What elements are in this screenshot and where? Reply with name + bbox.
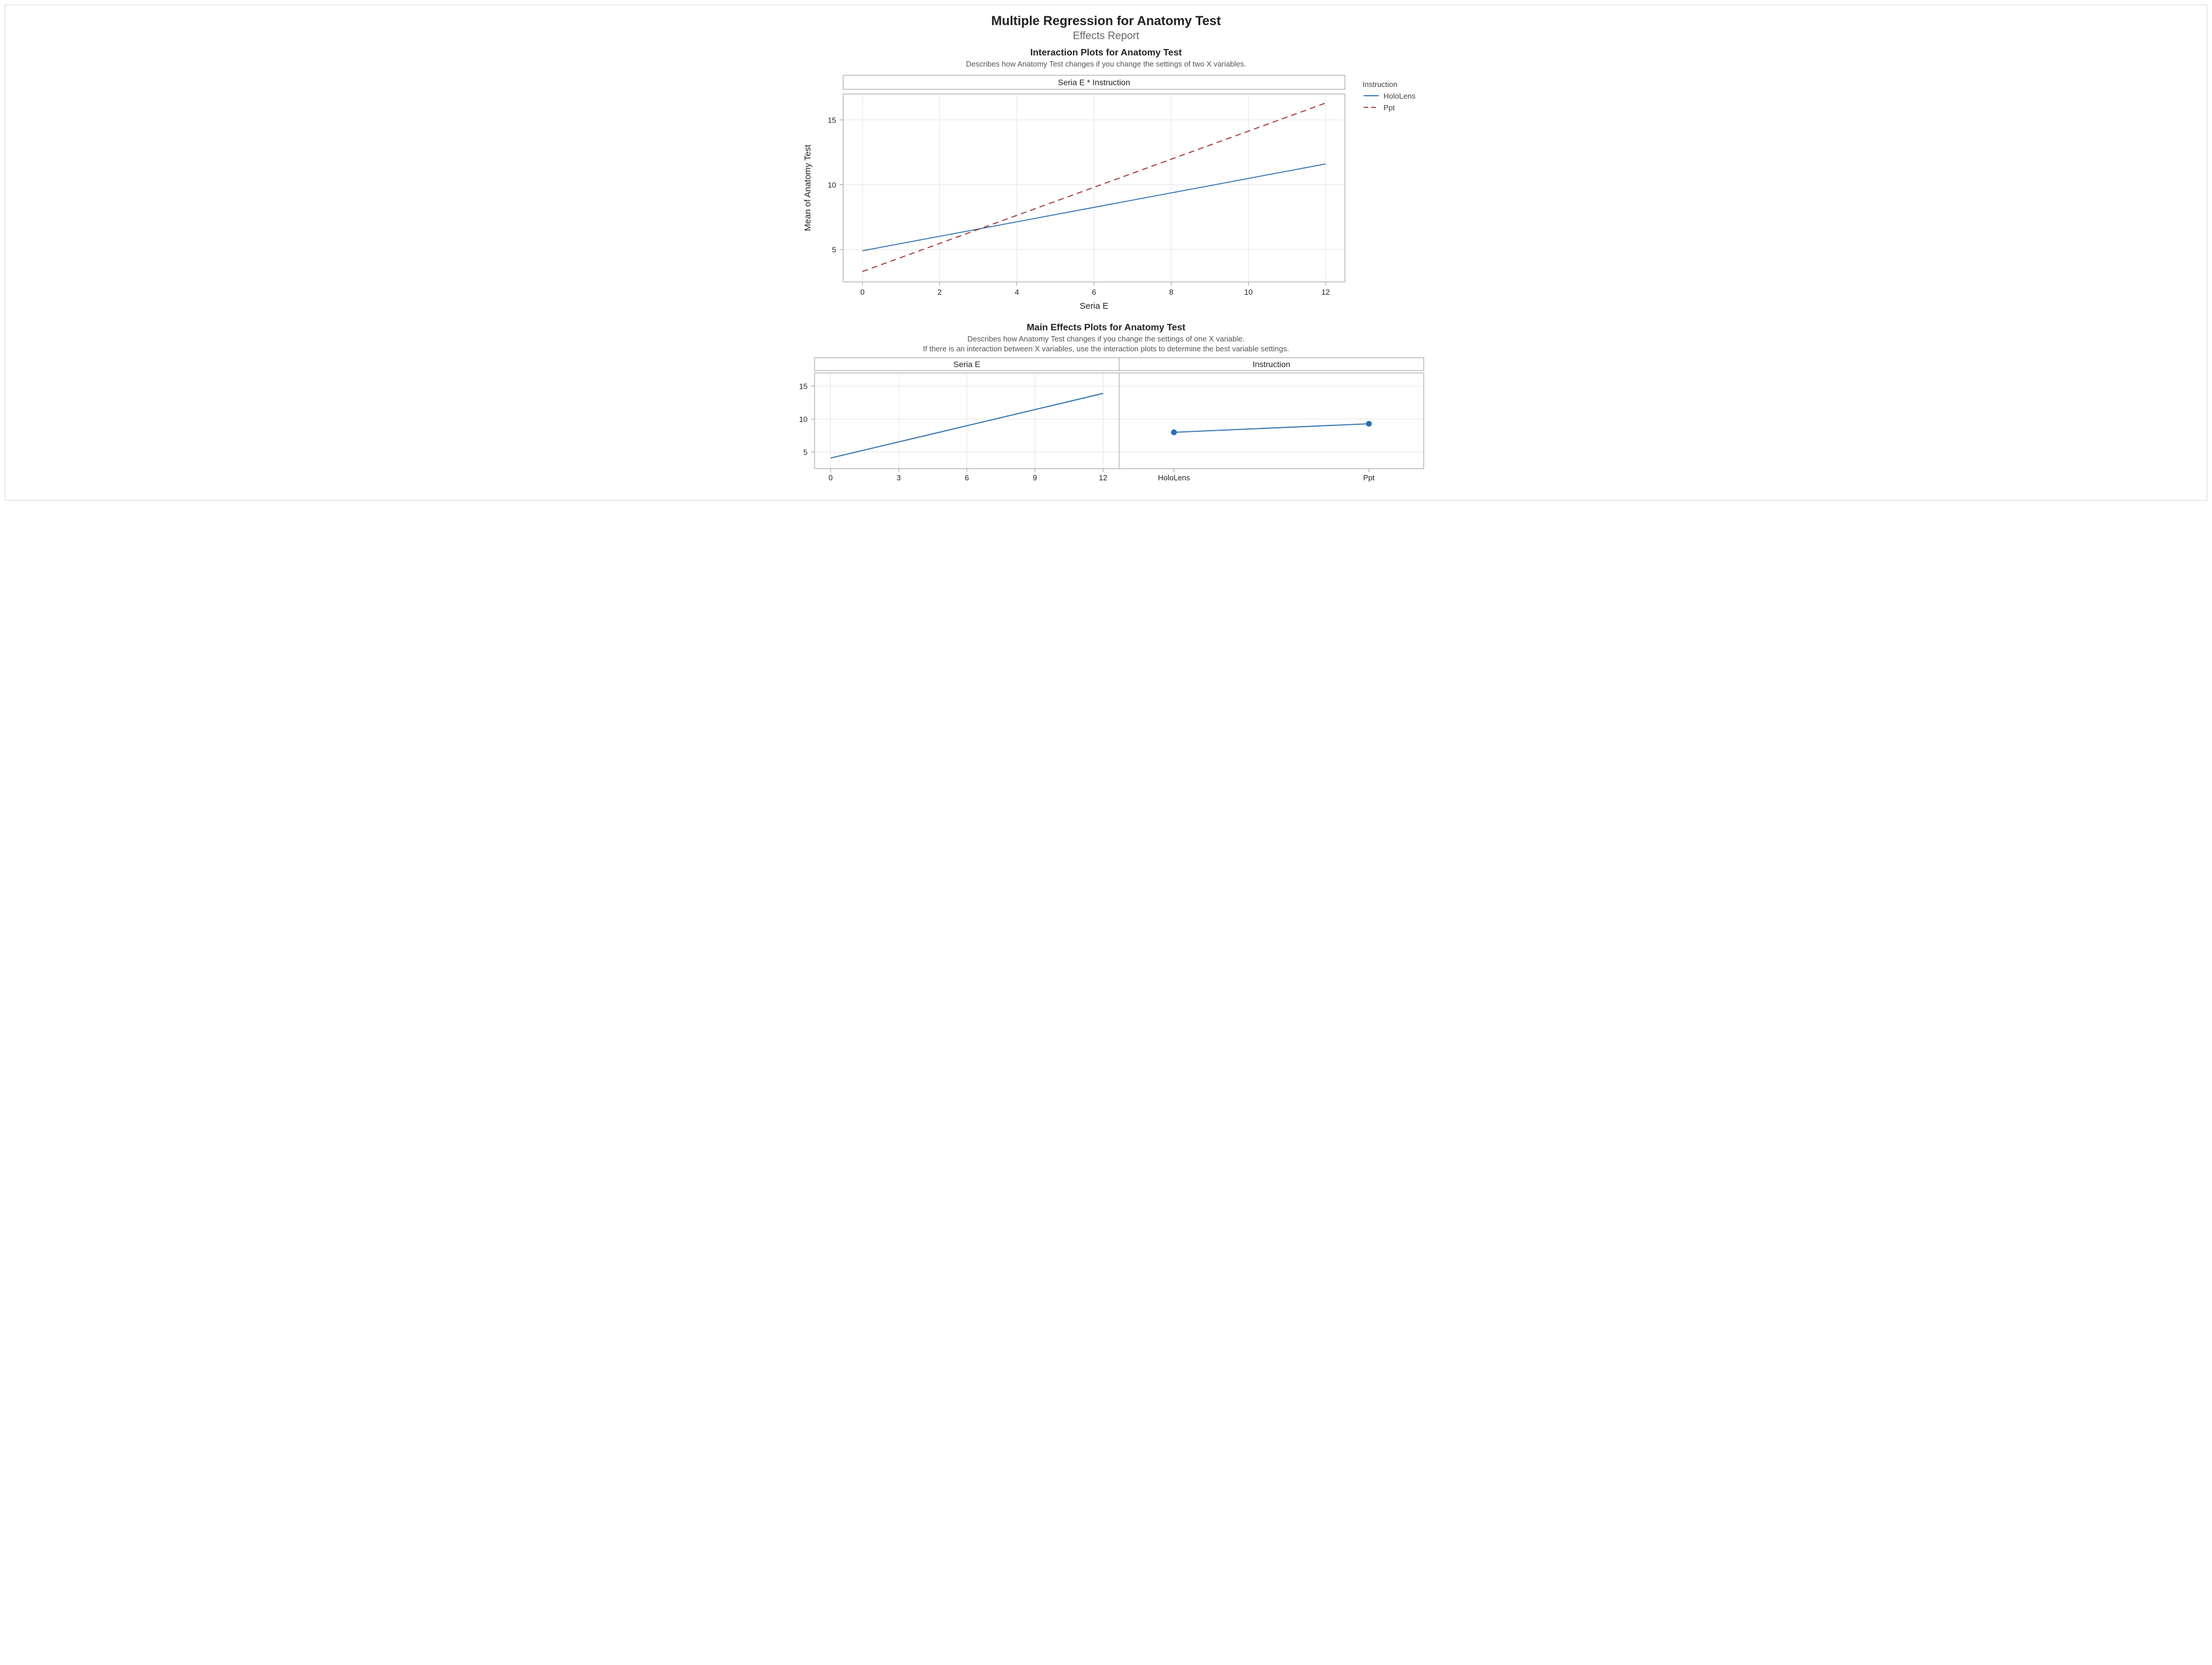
legend-item-ppt: Ppt — [1362, 102, 1416, 113]
interaction-plot: Seria E * Instruction 0 2 4 6 8 10 12 5 10 15 Seria… — [796, 69, 1357, 315]
svg-text:HoloLens: HoloLens — [1158, 473, 1190, 482]
maineffects-section-desc2: If there is an interaction between X var… — [12, 344, 2200, 353]
svg-text:0: 0 — [828, 473, 832, 482]
svg-text:10: 10 — [799, 415, 807, 424]
main-title: Multiple Regression for Anatomy Test — [12, 13, 2200, 29]
legend-label: Ppt — [1383, 103, 1395, 112]
svg-text:4: 4 — [1015, 288, 1019, 296]
svg-text:2: 2 — [938, 288, 942, 296]
svg-text:12: 12 — [1099, 473, 1107, 482]
svg-text:12: 12 — [1322, 288, 1330, 296]
svg-text:15: 15 — [828, 116, 836, 124]
svg-text:10: 10 — [828, 180, 836, 189]
interaction-section-title: Interaction Plots for Anatomy Test — [12, 48, 2200, 58]
svg-text:5: 5 — [803, 448, 807, 457]
maineffects-section-desc1: Describes how Anatomy Test changes if yo… — [12, 334, 2200, 343]
legend-title: Instruction — [1362, 80, 1416, 89]
svg-text:Ppt: Ppt — [1363, 473, 1375, 482]
svg-text:15: 15 — [799, 382, 807, 391]
interaction-section-desc: Describes how Anatomy Test changes if yo… — [12, 60, 2200, 68]
svg-text:6: 6 — [1092, 288, 1096, 296]
interaction-legend: Instruction HoloLens Ppt — [1357, 69, 1416, 113]
svg-text:10: 10 — [1244, 288, 1252, 296]
legend-item-hololens: HoloLens — [1362, 90, 1416, 102]
interaction-y-label: Mean of Anatomy Test — [803, 144, 813, 231]
maineffects-panel-label-1: Instruction — [1252, 359, 1290, 369]
svg-text:0: 0 — [860, 288, 864, 296]
maineffects-panels-row: 5 10 15 Seria E 0 3 6 9 12 Instruction HoloLens Ppt — [12, 354, 2200, 488]
legend-label: HoloLens — [1383, 92, 1416, 100]
svg-text:9: 9 — [1033, 473, 1037, 482]
svg-text:8: 8 — [1169, 288, 1173, 296]
maineffects-plot: 5 10 15 Seria E 0 3 6 9 12 Instruction HoloLens Ppt — [780, 354, 1433, 488]
interaction-x-label: Seria E — [1079, 301, 1108, 311]
svg-text:5: 5 — [832, 245, 836, 254]
maineffects-panel-label-0: Seria E — [953, 359, 980, 369]
interaction-plot-row: Seria E * Instruction 0 2 4 6 8 10 12 5 10 15 Seria… — [12, 69, 2200, 315]
svg-text:6: 6 — [965, 473, 969, 482]
sub-title: Effects Report — [12, 30, 2200, 42]
report-frame: Multiple Regression for Anatomy Test Eff… — [5, 5, 2207, 501]
svg-text:3: 3 — [896, 473, 900, 482]
interaction-panel-label: Seria E * Instruction — [1058, 78, 1130, 87]
maineffects-section-title: Main Effects Plots for Anatomy Test — [12, 323, 2200, 333]
